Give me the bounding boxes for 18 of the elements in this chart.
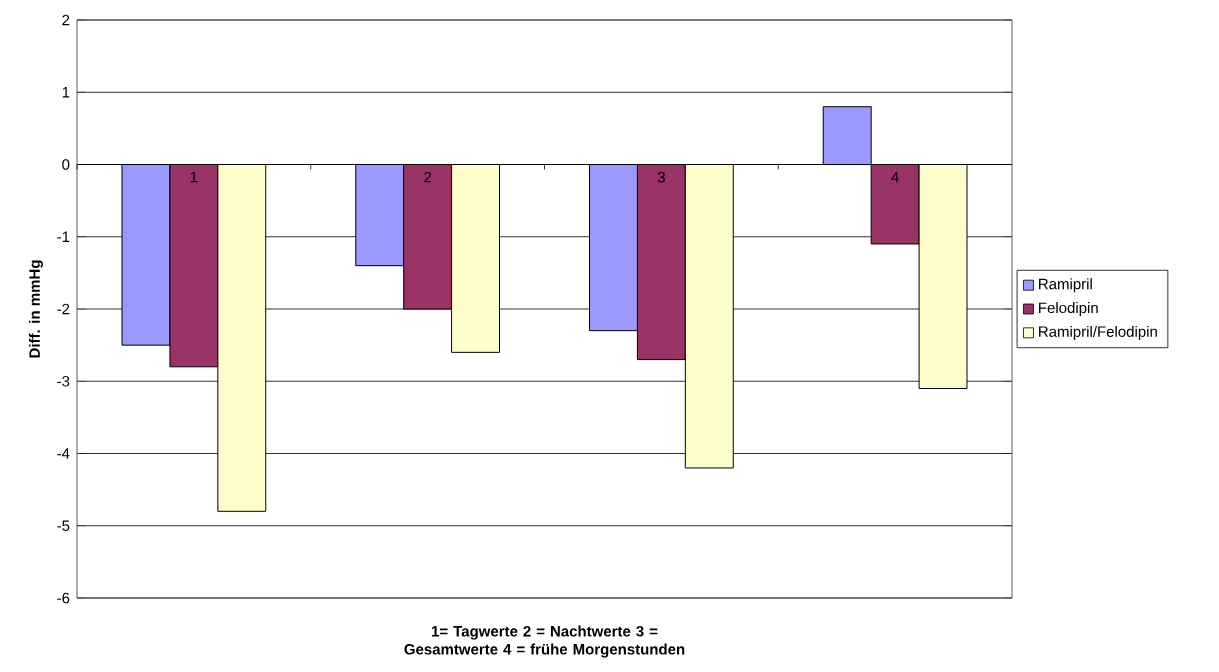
y-tick-label: 0 — [62, 159, 70, 170]
x-tick-label: 4 — [891, 171, 899, 183]
legend-label: Felodipin — [1039, 302, 1098, 317]
x-tick-label: 1 — [190, 171, 198, 183]
y-tick-label: -6 — [57, 592, 70, 604]
legend-label: Ramipril — [1039, 278, 1092, 293]
x-axis-title: 1= Tagwerte 2 = Nachtwerte 3 = Gesamtwerte 4 = frühe Morgenstunden — [404, 625, 685, 658]
y-tick-label: 1 — [62, 87, 70, 98]
y-axis-title: Diff. in mmHg — [28, 260, 43, 358]
x-tick-label: 2 — [424, 171, 432, 183]
y-tick-label: 2 — [62, 14, 70, 26]
x-tick-label: 3 — [657, 171, 665, 183]
y-tick-label: -5 — [57, 520, 70, 531]
y-tick-label: -3 — [57, 375, 70, 387]
y-tick-label: -2 — [57, 303, 70, 315]
y-tick-label: -4 — [57, 448, 70, 459]
legend-label: Ramipril/Felodipin — [1039, 325, 1157, 340]
y-tick-label: -1 — [57, 231, 70, 242]
